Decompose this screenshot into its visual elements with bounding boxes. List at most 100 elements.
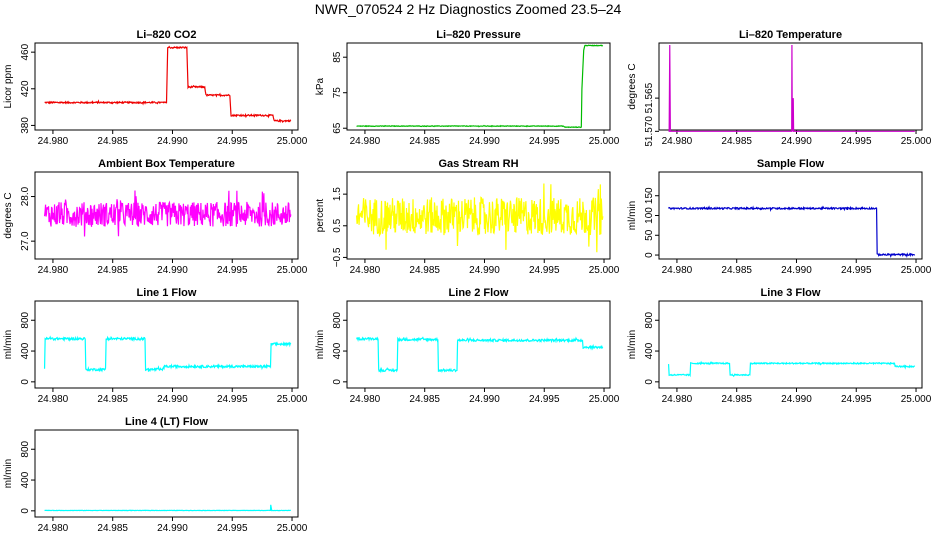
y-tick-label: 800 [644, 311, 655, 328]
y-tick-label: 150 [644, 187, 655, 204]
series-line [44, 45, 292, 124]
x-tick-label: 24.980 [38, 394, 69, 405]
plot-frame [34, 429, 299, 518]
x-tick-label: 24.985 [97, 136, 128, 147]
x-tick-label: 24.995 [217, 136, 248, 147]
panel-title: Li–820 Temperature [739, 29, 842, 41]
x-tick-label: 24.985 [97, 265, 128, 276]
x-tick-label: 24.995 [217, 523, 248, 534]
x-tick-label: 25.000 [901, 136, 932, 147]
x-tick-label: 24.985 [409, 394, 440, 405]
plot-frame [34, 171, 299, 260]
x-tick-label: 24.990 [157, 523, 188, 534]
y-axis: −0.5 0.5 1.5 [332, 187, 347, 267]
y-tick-label: 51.565 [644, 82, 655, 113]
x-tick-label: 24.995 [841, 394, 872, 405]
panel-title: Line 2 Flow [449, 287, 509, 299]
x-axis: 24.980 24.985 24.990 24.995 25.000 [38, 517, 308, 534]
y-axis: 380 420 460 [20, 43, 35, 134]
figure-title: NWR_070524 2 Hz Diagnostics Zoomed 23.5–… [314, 1, 622, 17]
y-axis: 0 400 800 [20, 440, 35, 514]
y-axis-label: ml/min [627, 201, 638, 230]
x-tick-label: 24.995 [217, 394, 248, 405]
series-line [355, 183, 604, 253]
series-line [668, 44, 915, 132]
series-line [667, 360, 916, 378]
y-axis-label: ml/min [3, 330, 14, 359]
x-tick-label: 24.995 [841, 136, 872, 147]
plot-frame [658, 300, 923, 389]
panel-10: Line 4 (LT) Flow 24.980 24.985 24.990 24.995… [3, 416, 308, 534]
y-tick-label: 400 [644, 342, 655, 359]
x-axis: 24.980 24.985 24.990 24.995 25.000 [662, 130, 932, 147]
y-tick-label: 400 [20, 342, 31, 359]
y-tick-label: 420 [20, 80, 31, 97]
x-tick-label: 24.985 [409, 265, 440, 276]
x-tick-label: 24.980 [350, 394, 381, 405]
panel-5: Gas Stream RH 24.980 24.985 24.990 24.995 25.… [315, 158, 620, 276]
x-tick-label: 24.985 [409, 136, 440, 147]
x-tick-label: 24.990 [781, 136, 812, 147]
series-line [43, 190, 292, 237]
y-tick-label: 380 [20, 117, 31, 134]
x-tick-label: 25.000 [901, 265, 932, 276]
x-axis: 24.980 24.985 24.990 24.995 25.000 [38, 259, 308, 276]
panel-4: Ambient Box Temperature 24.980 24.985 24.99… [3, 158, 308, 276]
series-line [43, 335, 292, 373]
x-tick-label: 24.980 [662, 136, 693, 147]
x-tick-label: 24.995 [529, 136, 560, 147]
y-tick-label: 800 [332, 311, 343, 328]
x-axis: 24.980 24.985 24.990 24.995 25.000 [350, 259, 620, 276]
x-tick-label: 25.000 [589, 394, 620, 405]
series-line [668, 205, 916, 259]
x-axis: 24.980 24.985 24.990 24.995 25.000 [38, 388, 308, 405]
y-tick-label: 0 [20, 379, 31, 385]
x-axis: 24.980 24.985 24.990 24.995 25.000 [350, 388, 620, 405]
panel-title: Line 4 (LT) Flow [125, 416, 208, 428]
y-axis: 0 400 800 [20, 311, 35, 385]
x-tick-label: 24.990 [469, 265, 500, 276]
x-axis: 24.980 24.985 24.990 24.995 25.000 [38, 130, 308, 147]
x-tick-label: 24.980 [38, 136, 69, 147]
y-tick-label: 0 [644, 379, 655, 385]
plot-frame [346, 171, 611, 260]
x-tick-label: 24.990 [469, 136, 500, 147]
plot-frame [34, 42, 299, 131]
plot-frame [658, 171, 923, 260]
y-axis: 65 75 85 [332, 51, 347, 134]
x-tick-label: 24.980 [38, 523, 69, 534]
y-tick-label: −0.5 [332, 247, 343, 267]
x-tick-label: 25.000 [901, 394, 932, 405]
x-tick-label: 25.000 [277, 136, 308, 147]
x-tick-label: 24.985 [721, 265, 752, 276]
x-tick-label: 24.990 [469, 394, 500, 405]
y-axis: 27.0 28.0 [20, 186, 35, 251]
y-axis-label: degrees C [627, 63, 638, 109]
panel-title: Line 3 Flow [761, 287, 821, 299]
y-tick-label: 27.0 [20, 231, 31, 251]
panel-title: Li–820 Pressure [436, 29, 520, 41]
x-tick-label: 24.995 [217, 265, 248, 276]
x-tick-label: 24.980 [350, 136, 381, 147]
series-line [356, 44, 604, 129]
x-axis: 24.980 24.985 24.990 24.995 25.000 [662, 259, 932, 276]
y-tick-label: 28.0 [20, 186, 31, 206]
series-line [356, 336, 604, 374]
y-tick-label: 51.570 [644, 116, 655, 147]
panel-6: Sample Flow 24.980 24.985 24.990 24.995 25.00… [627, 158, 932, 276]
x-tick-label: 24.980 [662, 394, 693, 405]
y-axis-label: degrees C [3, 192, 14, 238]
plot-frame [34, 300, 299, 389]
y-tick-label: 0 [644, 252, 655, 258]
panel-title: Ambient Box Temperature [98, 158, 235, 170]
panel-1: Li–820 CO2 24.980 24.985 24.990 24.995 25.000… [3, 29, 308, 147]
y-tick-label: 0 [20, 508, 31, 514]
x-tick-label: 24.980 [662, 265, 693, 276]
x-tick-label: 24.995 [529, 394, 560, 405]
plot-frame [346, 300, 611, 389]
y-axis-label: percent [315, 199, 326, 233]
y-tick-label: 400 [20, 471, 31, 488]
series-line [44, 504, 291, 512]
